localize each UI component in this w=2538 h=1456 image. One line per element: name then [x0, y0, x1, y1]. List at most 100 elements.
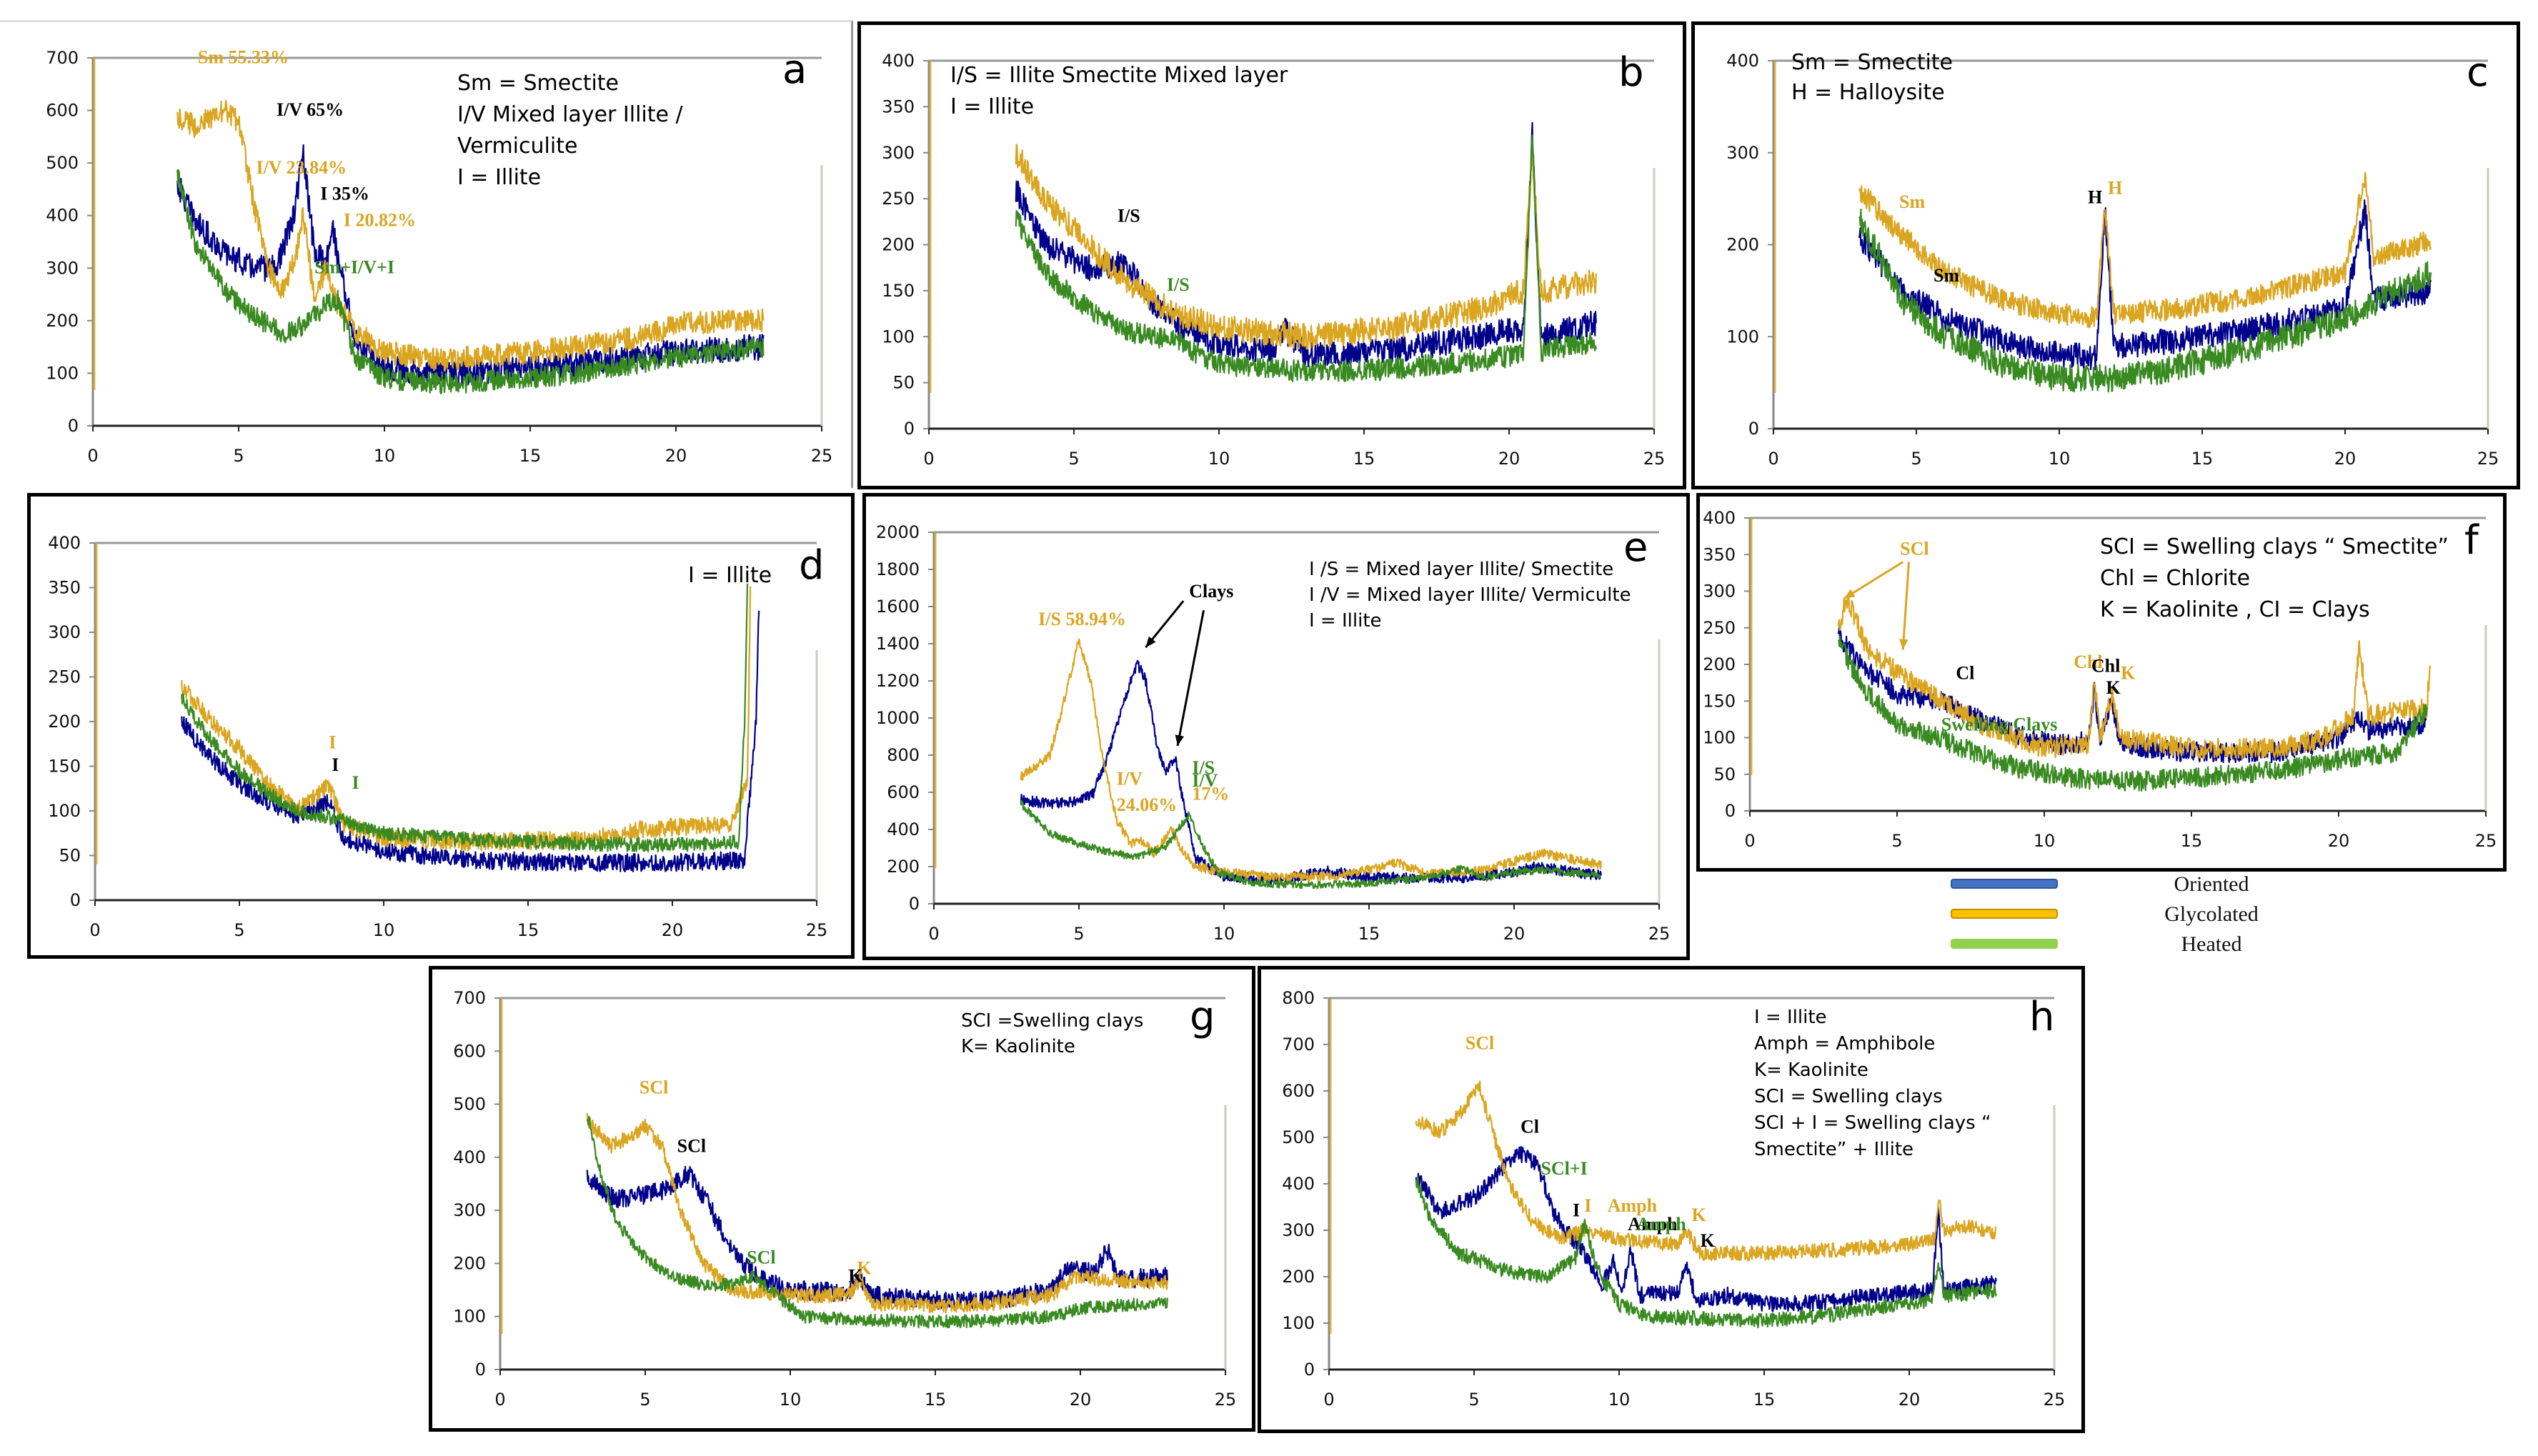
x-tick-label: 0 [1744, 831, 1755, 851]
abbreviation-key-line: SCI = Swelling clays [1754, 1086, 1943, 1107]
x-tick-label: 0 [89, 920, 100, 940]
peak-annotation: I/V [1117, 769, 1143, 789]
y-tick-label: 0 [1725, 801, 1736, 821]
abbreviation-key-line: Smectite” + Illite [1754, 1139, 1914, 1160]
panel-letter: f [2464, 517, 2479, 564]
chart-svg-g: 0 100 200 300 400 500 600 700 0 5 10 15 20 25 SCl SCl SC… [453, 988, 1237, 1410]
x-tick-label: 5 [234, 920, 244, 940]
series-line-heated [1020, 799, 1602, 889]
x-tick-label: 10 [1608, 1390, 1631, 1410]
y-tick-label: 500 [46, 153, 79, 173]
abbreviation-key-line: Vermiculite [457, 134, 577, 159]
chart-legend: Oriented Glycolated Heated [1929, 870, 2301, 963]
y-tick-label: 600 [887, 782, 920, 802]
peak-annotation: I/V [1192, 770, 1218, 791]
y-tick-label: 800 [887, 745, 920, 765]
y-tick-label: 200 [1726, 235, 1759, 255]
x-tick-label: 15 [925, 1390, 947, 1410]
x-tick-label: 25 [2044, 1390, 2066, 1410]
peak-annotation: I/S [1118, 205, 1140, 226]
legend-item-glycolated: Glycolated [1929, 900, 2301, 929]
y-tick-label: 400 [48, 533, 81, 553]
x-tick-label: 10 [1208, 449, 1230, 469]
y-tick-label: 50 [59, 846, 81, 866]
y-tick-label: 100 [1703, 728, 1736, 748]
x-tick-label: 25 [2477, 449, 2499, 469]
y-tick-label: 300 [46, 258, 79, 278]
x-tick-label: 25 [1215, 1390, 1237, 1410]
y-tick-label: 300 [1703, 582, 1736, 602]
abbreviation-key-line: I/V Mixed layer Illite / [457, 102, 684, 127]
y-tick-label: 1000 [876, 708, 920, 728]
series-line-glycolated [1015, 144, 1597, 350]
y-tick-label: 1600 [876, 597, 920, 617]
x-tick-label: 20 [2328, 831, 2350, 851]
panel-letter: e [1623, 524, 1648, 571]
x-tick-label: 25 [806, 920, 828, 940]
peak-annotation: Cl [1956, 663, 1974, 684]
x-tick-label: 25 [1643, 449, 1666, 469]
x-tick-label: 20 [665, 446, 687, 466]
series-line-glycolated [1858, 171, 2432, 329]
y-tick-label: 350 [1703, 544, 1736, 564]
series-line-heated [181, 583, 749, 853]
y-tick-label: 100 [1282, 1313, 1315, 1333]
abbreviation-key-line: K= Kaolinite [961, 1036, 1075, 1057]
series-line-heated [1015, 134, 1597, 382]
y-tick-label: 250 [48, 667, 81, 687]
y-tick-label: 0 [1304, 1360, 1315, 1380]
x-tick-label: 20 [1498, 449, 1521, 469]
peak-annotation: I/S [1167, 274, 1190, 295]
y-tick-label: 1200 [876, 671, 920, 691]
chart-panel-g: 0 100 200 300 400 500 600 700 0 5 10 15 20 25 SCl SCl SC… [429, 966, 1255, 1432]
chart-svg-b: 0 50 100 150 200 250 300 350 400 0 5 10 15 20 25 I/S I/S… [882, 49, 1666, 469]
panel-letter: a [782, 46, 807, 93]
y-tick-label: 400 [453, 1147, 486, 1167]
x-tick-label: 20 [1898, 1390, 1921, 1410]
series-line-oriented [1415, 1146, 1997, 1312]
series-line-glycolated [1837, 592, 2431, 760]
chart-panel-h: 0 100 200 300 400 500 600 700 800 0 5 10 15 20 25 SCl Cl… [1258, 966, 2085, 1433]
abbreviation-key-line: I = Illite [1309, 610, 1382, 632]
series-line-glycolated [1415, 1080, 1997, 1262]
x-tick-label: 10 [373, 920, 395, 940]
chart-svg-h: 0 100 200 300 400 500 600 700 800 0 5 10 15 20 25 SCl Cl… [1282, 988, 2066, 1410]
y-tick-label: 400 [882, 51, 915, 71]
peak-annotation: Amph [1628, 1214, 1678, 1235]
chart-panel-f: 0 50 100 150 200 250 300 350 400 0 5 10 15 20 25 SCl Cl C… [1696, 493, 2507, 872]
chart-svg-f: 0 50 100 150 200 250 300 350 400 0 5 10 15 20 25 SCl Cl C… [1703, 508, 2497, 851]
x-tick-label: 0 [1768, 449, 1778, 469]
abbreviation-key-line: I/S = Illite Smectite Mixed layer [950, 63, 1288, 88]
chart-svg-d: 0 50 100 150 200 250 300 350 400 0 5 10 15 20 25 III I =… [48, 533, 828, 940]
y-tick-label: 500 [453, 1095, 486, 1115]
x-tick-label: 15 [1353, 449, 1375, 469]
peak-annotation: Amph [1608, 1195, 1658, 1216]
peak-annotation: SCl+I [1541, 1158, 1587, 1179]
y-tick-label: 200 [453, 1253, 486, 1273]
abbreviation-key-line: SCI + I = Swelling clays “ [1754, 1112, 1991, 1134]
series-line-heated [176, 169, 765, 395]
abbreviation-key-line: Amph = Amphibole [1754, 1033, 1935, 1054]
legend-label-glycolated: Glycolated [2164, 902, 2259, 926]
y-tick-label: 250 [1703, 618, 1736, 638]
y-tick-label: 100 [46, 363, 79, 383]
abbreviation-key-line: SCI =Swelling clays [961, 1010, 1143, 1032]
peak-annotation: I/V 23.84% [256, 157, 347, 178]
x-tick-label: 5 [1073, 924, 1084, 944]
chart-panel-c: 0 100 200 300 400 0 5 10 15 20 25 Sm Sm H H Sm = Smecti… [1691, 21, 2520, 489]
panel-letter: d [799, 542, 825, 589]
chart-panel-d: 0 50 100 150 200 250 300 350 400 0 5 10 15 20 25 I I I I =… [27, 493, 855, 959]
x-tick-label: 5 [1468, 1390, 1479, 1410]
y-tick-label: 200 [1282, 1267, 1315, 1287]
x-tick-label: 5 [233, 446, 244, 466]
peak-annotation: K [1692, 1205, 1707, 1225]
peak-annotation: SCl [677, 1135, 706, 1156]
peak-annotation: I [332, 754, 339, 775]
x-tick-label: 5 [1068, 449, 1079, 469]
legend-swatch-glycolated [1951, 909, 2058, 919]
y-tick-label: 200 [46, 311, 79, 331]
y-tick-label: 2000 [876, 522, 920, 542]
y-tick-label: 100 [1726, 326, 1759, 346]
abbreviation-key-line: I = Illite [688, 563, 772, 588]
y-tick-label: 300 [882, 143, 915, 163]
